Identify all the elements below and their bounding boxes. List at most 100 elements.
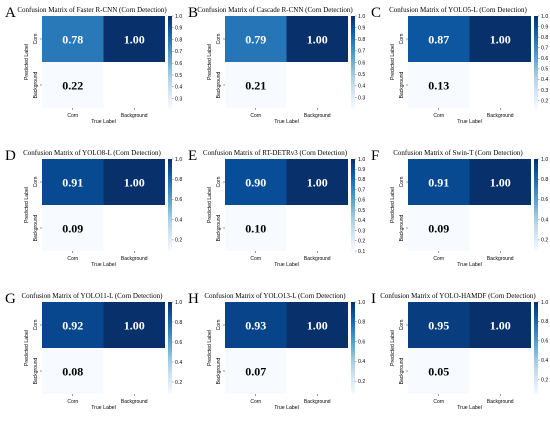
x-tick-label: Corn xyxy=(433,399,444,405)
colorbar-tick-label: 0.7 xyxy=(541,46,548,52)
x-axis-label: True Label xyxy=(274,119,299,125)
colorbar-tick-label: 0.4 xyxy=(358,359,365,365)
panel-title: Confusion Matrix of Cascade R-CNN (Corn … xyxy=(197,6,353,14)
x-tick-label: Background xyxy=(487,256,514,262)
y-axis-label: Predicted Label xyxy=(390,330,396,366)
colorbar-tick-label: 0.9 xyxy=(175,26,182,32)
colorbar-tick-label: 1.0 xyxy=(358,14,365,20)
panel-b: B Confusion Matrix of Cascade R-CNN (Corn… xyxy=(188,5,365,125)
colorbar-tick-label: 0.8 xyxy=(541,319,548,325)
x-axis-label: True Label xyxy=(91,405,116,411)
colorbar-tick-label: 1.0 xyxy=(358,157,365,163)
panel-letter: D xyxy=(5,148,16,164)
x-axis-label: True Label xyxy=(274,405,299,411)
colorbar-tick-label: 0.9 xyxy=(541,24,548,30)
colorbar-tick-label: 0.2 xyxy=(358,379,365,385)
panel-letter: G xyxy=(5,291,16,307)
colorbar-tick-label: 0.4 xyxy=(541,77,548,83)
colorbar-tick-label: 0.3 xyxy=(358,95,365,101)
x-axis-label: True Label xyxy=(457,119,482,125)
cell-value-label: 1.00 xyxy=(307,176,328,190)
heatmap-cell xyxy=(469,302,531,348)
heatmap-cell xyxy=(469,16,531,62)
colorbar xyxy=(534,302,538,394)
panel-title: Confusion Matrix of RT-DETRv3 (Corn Dete… xyxy=(203,149,348,157)
heatmap-cell xyxy=(103,16,165,62)
colorbar-tick-label: 0.8 xyxy=(358,320,365,326)
y-tick-label: Corn xyxy=(33,319,39,330)
y-tick-label: Background xyxy=(33,214,39,241)
colorbar-tick-label: 0.6 xyxy=(358,60,365,66)
panel-h: H Confusion Matrix of YOLO13-L (Corn Dete… xyxy=(188,291,365,411)
x-tick-label: Corn xyxy=(433,256,444,262)
colorbar-tick-label: 0.5 xyxy=(358,72,365,78)
x-tick-label: Background xyxy=(304,256,331,262)
cell-value-label: 0.87 xyxy=(428,33,449,47)
colorbar-tick-label: 0.8 xyxy=(358,37,365,43)
x-tick-label: Background xyxy=(487,113,514,119)
colorbar-tick-label: 0.8 xyxy=(175,320,182,326)
heatmap-cell xyxy=(225,62,287,108)
panel-title: Confusion Matrix of YOLO11-L (Corn Detec… xyxy=(22,292,164,300)
cell-value-label: 0.91 xyxy=(428,176,449,190)
heatmap-cell xyxy=(408,16,470,62)
panel-letter: I xyxy=(371,291,376,307)
panel-title: Confusion Matrix of YOLO13-L (Corn Detec… xyxy=(204,292,346,300)
y-axis-label: Predicted Label xyxy=(207,187,213,223)
heatmap-cell xyxy=(408,348,470,394)
panel-g: G Confusion Matrix of YOLO11-L (Corn Dete… xyxy=(5,291,182,411)
panel-letter: E xyxy=(188,148,197,164)
x-axis-label: True Label xyxy=(91,262,116,268)
cell-value-label: 0.22 xyxy=(62,79,83,93)
heatmap-cell xyxy=(42,159,104,205)
cell-value-label: 0.13 xyxy=(428,79,449,93)
heatmap-cell xyxy=(42,205,104,251)
heatmap-cell xyxy=(286,16,348,62)
colorbar-tick-label: 0.9 xyxy=(358,167,365,173)
panel-letter: C xyxy=(371,5,381,21)
panel-title: Confusion Matrix of YOLO-HAMDF (Corn Det… xyxy=(380,292,536,300)
colorbar-tick-label: 0.6 xyxy=(175,340,182,346)
y-axis-label: Predicted Label xyxy=(24,187,30,223)
colorbar-tick-label: 0.6 xyxy=(541,56,548,62)
colorbar xyxy=(351,302,355,394)
colorbar xyxy=(534,159,538,251)
heatmap-cell xyxy=(42,16,104,62)
colorbar-tick-label: 0.5 xyxy=(541,67,548,73)
x-tick-label: Corn xyxy=(67,256,78,262)
heatmap-cell xyxy=(42,62,104,108)
y-tick-label: Background xyxy=(216,71,222,98)
panel-letter: B xyxy=(188,5,198,21)
colorbar-tick-label: 1.0 xyxy=(541,300,548,306)
colorbar-tick-label: 1.0 xyxy=(175,300,182,306)
colorbar-tick-label: 0.6 xyxy=(541,339,548,345)
colorbar-tick-label: 1.0 xyxy=(541,157,548,163)
colorbar-tick-label: 1.0 xyxy=(175,157,182,163)
cell-value-label: 0.07 xyxy=(245,365,266,379)
y-axis-label: Predicted Label xyxy=(207,44,213,80)
x-tick-label: Corn xyxy=(67,113,78,119)
heatmap-cell xyxy=(408,302,470,348)
y-axis-label: Predicted Label xyxy=(207,330,213,366)
colorbar-tick-label: 0.4 xyxy=(175,217,182,223)
colorbar-tick-label: 0.6 xyxy=(541,197,548,203)
colorbar-tick-label: 0.4 xyxy=(175,360,182,366)
colorbar-tick-label: 0.3 xyxy=(541,88,548,94)
heatmap-cell xyxy=(225,348,287,394)
x-axis-label: True Label xyxy=(457,405,482,411)
colorbar-tick-label: 0.2 xyxy=(541,238,548,244)
y-tick-label: Background xyxy=(33,71,39,98)
colorbar xyxy=(168,302,172,394)
cell-value-label: 0.90 xyxy=(245,176,266,190)
heatmap-cell xyxy=(408,62,470,108)
colorbar-tick-label: 0.6 xyxy=(175,61,182,67)
colorbar xyxy=(534,16,538,108)
heatmap-cell xyxy=(103,159,165,205)
colorbar-tick-label: 0.8 xyxy=(541,177,548,183)
colorbar-tick-label: 0.1 xyxy=(358,249,365,255)
y-tick-label: Background xyxy=(399,214,405,241)
y-axis-label: Predicted Label xyxy=(390,44,396,80)
panel-title: Confusion Matrix of YOLO8-L (Corn Detect… xyxy=(23,149,161,157)
colorbar-tick-label: 0.5 xyxy=(175,73,182,79)
x-axis-label: True Label xyxy=(91,119,116,125)
